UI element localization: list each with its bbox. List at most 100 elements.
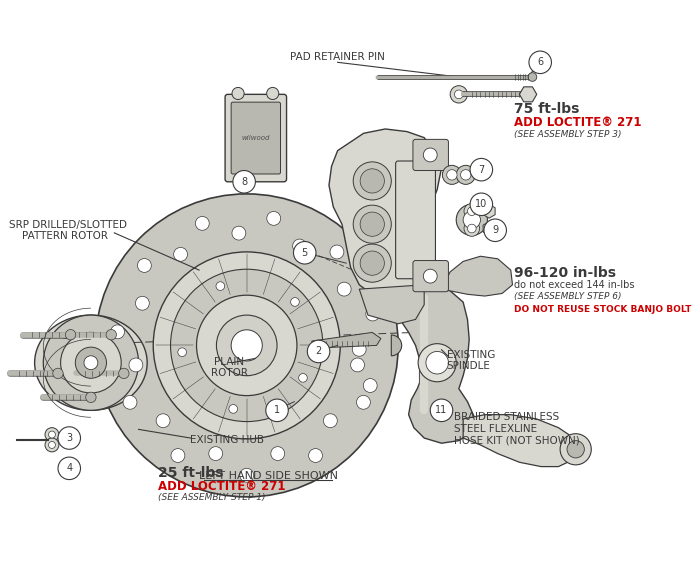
Circle shape bbox=[323, 414, 337, 428]
Circle shape bbox=[58, 427, 80, 449]
Circle shape bbox=[95, 194, 398, 497]
Circle shape bbox=[528, 73, 537, 81]
Circle shape bbox=[43, 315, 139, 411]
Text: 1: 1 bbox=[274, 405, 280, 415]
Circle shape bbox=[84, 356, 98, 370]
Circle shape bbox=[484, 219, 506, 242]
Circle shape bbox=[153, 252, 340, 439]
Circle shape bbox=[271, 447, 285, 460]
Circle shape bbox=[470, 193, 493, 215]
Circle shape bbox=[456, 166, 475, 184]
Circle shape bbox=[209, 447, 223, 460]
Ellipse shape bbox=[34, 315, 147, 411]
Circle shape bbox=[233, 171, 256, 193]
Circle shape bbox=[424, 148, 438, 162]
Text: ADD LOCTITE® 271: ADD LOCTITE® 271 bbox=[158, 480, 286, 493]
Circle shape bbox=[529, 51, 552, 74]
Text: 75 ft-lbs: 75 ft-lbs bbox=[514, 102, 580, 116]
Circle shape bbox=[48, 442, 55, 448]
Circle shape bbox=[293, 242, 316, 264]
Circle shape bbox=[136, 297, 149, 310]
Text: PAD RETAINER PIN: PAD RETAINER PIN bbox=[290, 52, 385, 62]
Circle shape bbox=[231, 330, 262, 361]
Polygon shape bbox=[483, 204, 495, 218]
Circle shape bbox=[266, 399, 288, 422]
Text: (SEE ASSEMBLY STEP 3): (SEE ASSEMBLY STEP 3) bbox=[514, 130, 622, 139]
Circle shape bbox=[267, 87, 279, 100]
Circle shape bbox=[171, 448, 185, 463]
Circle shape bbox=[447, 170, 457, 180]
Circle shape bbox=[464, 204, 480, 219]
Circle shape bbox=[468, 224, 476, 233]
Circle shape bbox=[45, 428, 59, 442]
FancyBboxPatch shape bbox=[395, 161, 435, 279]
Circle shape bbox=[424, 269, 438, 283]
Circle shape bbox=[52, 368, 63, 379]
Polygon shape bbox=[463, 414, 575, 467]
Text: 96-120 in-lbs: 96-120 in-lbs bbox=[514, 266, 616, 280]
Circle shape bbox=[76, 347, 106, 378]
Text: ADD LOCTITE® 271: ADD LOCTITE® 271 bbox=[514, 116, 642, 129]
Polygon shape bbox=[398, 285, 475, 443]
Circle shape bbox=[450, 86, 468, 103]
Circle shape bbox=[197, 295, 297, 396]
Circle shape bbox=[309, 448, 323, 463]
FancyBboxPatch shape bbox=[413, 261, 449, 292]
Text: 2: 2 bbox=[316, 346, 322, 357]
Polygon shape bbox=[483, 222, 495, 235]
Text: BRAIDED STAINLESS
STEEL FLEXLINE
HOSE KIT (NOT SHOWN): BRAIDED STAINLESS STEEL FLEXLINE HOSE KI… bbox=[454, 412, 580, 445]
Circle shape bbox=[430, 399, 453, 422]
Circle shape bbox=[354, 244, 391, 282]
Circle shape bbox=[171, 269, 323, 422]
Polygon shape bbox=[312, 332, 381, 348]
Circle shape bbox=[418, 344, 456, 382]
Text: LEFT HAND SIDE SHOWN: LEFT HAND SIDE SHOWN bbox=[199, 471, 338, 481]
Polygon shape bbox=[329, 129, 442, 302]
Circle shape bbox=[240, 468, 253, 482]
Circle shape bbox=[354, 162, 391, 200]
Circle shape bbox=[464, 221, 480, 236]
Text: 8: 8 bbox=[241, 177, 247, 187]
Text: EXISTING
SPINDLE: EXISTING SPINDLE bbox=[447, 350, 495, 371]
Circle shape bbox=[216, 282, 225, 290]
FancyBboxPatch shape bbox=[413, 139, 449, 171]
Circle shape bbox=[366, 307, 379, 321]
Text: 7: 7 bbox=[478, 164, 484, 175]
Circle shape bbox=[461, 170, 471, 180]
Circle shape bbox=[456, 204, 487, 235]
Circle shape bbox=[267, 211, 281, 225]
Text: (SEE ASSEMBLY STEP 1): (SEE ASSEMBLY STEP 1) bbox=[158, 493, 266, 502]
Text: 10: 10 bbox=[475, 199, 487, 209]
Circle shape bbox=[111, 325, 125, 338]
Text: 9: 9 bbox=[492, 225, 498, 235]
Circle shape bbox=[48, 431, 55, 438]
Circle shape bbox=[232, 226, 246, 240]
Circle shape bbox=[118, 368, 129, 379]
Circle shape bbox=[45, 438, 59, 452]
Circle shape bbox=[463, 211, 480, 229]
Circle shape bbox=[85, 392, 96, 403]
Text: 6: 6 bbox=[537, 57, 543, 67]
Circle shape bbox=[106, 329, 116, 340]
Text: 3: 3 bbox=[66, 433, 72, 443]
Text: 5: 5 bbox=[302, 248, 308, 258]
FancyBboxPatch shape bbox=[231, 102, 281, 174]
Polygon shape bbox=[359, 285, 424, 324]
Circle shape bbox=[156, 414, 170, 428]
Circle shape bbox=[360, 212, 384, 236]
Circle shape bbox=[363, 379, 377, 392]
Text: DO NOT REUSE STOCK BANJO BOLT: DO NOT REUSE STOCK BANJO BOLT bbox=[514, 304, 692, 314]
Circle shape bbox=[426, 352, 449, 374]
Text: 11: 11 bbox=[435, 405, 447, 415]
Text: (SEE ASSEMBLY STEP 6): (SEE ASSEMBLY STEP 6) bbox=[514, 292, 622, 301]
Text: EXISTING HUB: EXISTING HUB bbox=[190, 434, 265, 445]
Circle shape bbox=[137, 259, 151, 272]
Circle shape bbox=[352, 342, 366, 356]
Text: SRP DRILLED/SLOTTED
    PATTERN ROTOR: SRP DRILLED/SLOTTED PATTERN ROTOR bbox=[8, 220, 127, 242]
Polygon shape bbox=[519, 87, 537, 102]
FancyBboxPatch shape bbox=[225, 94, 286, 182]
Circle shape bbox=[354, 205, 391, 243]
Circle shape bbox=[293, 239, 307, 253]
Circle shape bbox=[290, 298, 300, 306]
Circle shape bbox=[65, 329, 76, 340]
